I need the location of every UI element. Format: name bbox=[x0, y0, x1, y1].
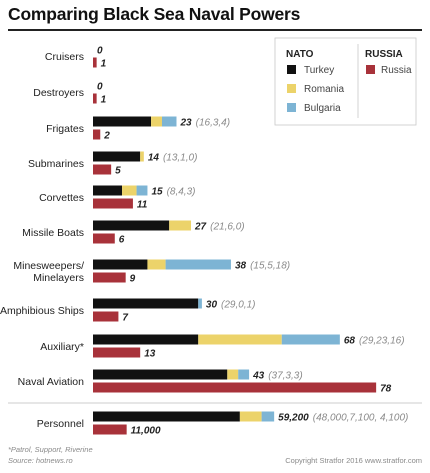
russia-value-label-missile-boats: 6 bbox=[119, 235, 125, 246]
legend-swatch-russia bbox=[366, 65, 375, 74]
nato-breakdown-label-auxiliary: (29,23,16) bbox=[359, 336, 405, 347]
bar-turkey-submarines bbox=[93, 151, 141, 162]
category-label-corvettes: Corvettes bbox=[39, 192, 84, 204]
bar-romania-missile-boats bbox=[169, 220, 192, 231]
bar-romania-frigates bbox=[151, 116, 162, 127]
russia-value-label-frigates: 2 bbox=[103, 131, 110, 142]
bar-bulgaria-corvettes bbox=[136, 185, 148, 196]
bar-russia-naval-aviation bbox=[93, 382, 377, 393]
nato-total-label-amphibious-ships: 30 (29,0,1) bbox=[206, 300, 256, 311]
bar-turkey-naval-aviation bbox=[93, 369, 228, 380]
legend-label-romania: Romania bbox=[304, 84, 344, 95]
bar-romania-personnel bbox=[239, 411, 262, 422]
nato-total-label-naval-aviation: 43 (37,3,3) bbox=[252, 371, 303, 382]
nato-breakdown-label-naval-aviation: (37,3,3) bbox=[268, 371, 302, 382]
russia-value-label-minesweepers-minelayers: 9 bbox=[130, 274, 136, 285]
bar-russia-corvettes bbox=[93, 198, 133, 209]
russia-value-label-personnel: 11,000 bbox=[131, 426, 161, 437]
category-label-destroyers: Destroyers bbox=[33, 87, 84, 99]
russia-value-label-corvettes: 11 bbox=[137, 200, 148, 211]
chart-title: Comparing Black Sea Naval Powers bbox=[8, 4, 301, 24]
bar-russia-amphibious-ships bbox=[93, 311, 119, 322]
russia-value-label-destroyers: 1 bbox=[101, 95, 107, 106]
nato-breakdown-label-frigates: (16,3,4) bbox=[196, 118, 230, 129]
title-rule bbox=[8, 29, 422, 31]
bar-russia-minesweepers-minelayers bbox=[93, 272, 126, 283]
bar-bulgaria-amphibious-ships bbox=[198, 298, 202, 309]
bar-russia-destroyers bbox=[93, 93, 97, 104]
legend-swatch-bulgaria bbox=[287, 103, 296, 112]
category-label-submarines: Submarines bbox=[28, 158, 84, 170]
nato-breakdown-label-missile-boats: (21,6,0) bbox=[210, 222, 244, 233]
bar-romania-minesweepers-minelayers bbox=[147, 259, 166, 270]
legend-box bbox=[274, 37, 417, 126]
bar-romania-corvettes bbox=[122, 185, 137, 196]
bar-bulgaria-personnel bbox=[261, 411, 275, 422]
bar-turkey-corvettes bbox=[93, 185, 123, 196]
bar-russia-frigates bbox=[93, 129, 101, 140]
category-label-missile-boats: Missile Boats bbox=[22, 227, 84, 239]
bar-romania-submarines bbox=[140, 151, 144, 162]
legend-label-russia: Russia bbox=[381, 65, 412, 76]
footnote: *Patrol, Support, Riverine bbox=[8, 445, 93, 454]
nato-breakdown-label-personnel: (48,000,7,100, 4,100) bbox=[313, 413, 409, 424]
bar-bulgaria-minesweepers-minelayers bbox=[165, 259, 231, 270]
bar-bulgaria-naval-aviation bbox=[238, 369, 250, 380]
bar-turkey-frigates bbox=[93, 116, 152, 127]
copyright-note: Copyright Stratfor 2016 www.stratfor.com bbox=[285, 456, 422, 465]
bar-russia-missile-boats bbox=[93, 233, 115, 244]
nato-total-label-cruisers: 0 bbox=[97, 46, 103, 57]
bar-turkey-amphibious-ships bbox=[93, 298, 199, 309]
nato-breakdown-label-minesweepers-minelayers: (15,5,18) bbox=[250, 261, 290, 272]
legend-swatch-turkey bbox=[287, 65, 296, 74]
category-label-auxiliary: Auxiliary* bbox=[40, 341, 84, 353]
russia-value-label-naval-aviation: 78 bbox=[380, 384, 392, 395]
bar-bulgaria-frigates bbox=[161, 116, 177, 127]
category-label-naval-aviation: Naval Aviation bbox=[18, 376, 85, 388]
bar-russia-cruisers bbox=[93, 57, 97, 68]
nato-breakdown-label-amphibious-ships: (29,0,1) bbox=[221, 300, 255, 311]
legend-swatch-romania bbox=[287, 84, 296, 93]
nato-breakdown-label-submarines: (13,1,0) bbox=[163, 153, 197, 164]
nato-total-label-corvettes: 15 (8,4,3) bbox=[151, 187, 195, 198]
category-label-minesweepers-minelayers: Minesweepers/Minelayers bbox=[13, 260, 84, 284]
legend-label-turkey: Turkey bbox=[304, 65, 334, 76]
category-label-frigates: Frigates bbox=[46, 123, 84, 135]
nato-total-label-destroyers: 0 bbox=[97, 82, 103, 93]
bar-bulgaria-auxiliary bbox=[281, 334, 340, 345]
nato-total-label-auxiliary: 68 (29,23,16) bbox=[344, 336, 405, 347]
russia-value-label-amphibious-ships: 7 bbox=[122, 313, 128, 324]
bar-romania-naval-aviation bbox=[227, 369, 239, 380]
nato-breakdown-label-corvettes: (8,4,3) bbox=[167, 187, 196, 198]
source-note: Source: hotnews.ro bbox=[8, 456, 73, 465]
legend-nato-heading: NATO bbox=[286, 49, 314, 60]
category-label-amphibious-ships: Amphibious Ships bbox=[0, 305, 84, 317]
bar-russia-personnel bbox=[93, 424, 127, 435]
bar-turkey-personnel bbox=[93, 411, 240, 422]
bar-romania-auxiliary bbox=[198, 334, 282, 345]
russia-value-label-cruisers: 1 bbox=[101, 59, 107, 70]
russia-value-label-auxiliary: 13 bbox=[144, 349, 156, 360]
bar-turkey-missile-boats bbox=[93, 220, 170, 231]
legend: NATO RUSSIA Turkey Romania Bulgaria Russ… bbox=[274, 37, 417, 126]
nato-total-label-frigates: 23 (16,3,4) bbox=[179, 118, 230, 129]
bar-russia-auxiliary bbox=[93, 347, 141, 358]
legend-label-bulgaria: Bulgaria bbox=[304, 103, 341, 114]
russia-value-label-submarines: 5 bbox=[115, 166, 121, 177]
bar-russia-submarines bbox=[93, 164, 112, 175]
nato-total-label-minesweepers-minelayers: 38 (15,5,18) bbox=[235, 261, 290, 272]
bar-turkey-auxiliary bbox=[93, 334, 199, 345]
legend-russia-heading: RUSSIA bbox=[365, 49, 403, 60]
category-label-cruisers: Cruisers bbox=[45, 51, 84, 63]
nato-total-label-submarines: 14 (13,1,0) bbox=[148, 153, 198, 164]
nato-total-label-missile-boats: 27 (21,6,0) bbox=[194, 222, 245, 233]
category-label-personnel: Personnel bbox=[37, 418, 84, 430]
bar-turkey-minesweepers-minelayers bbox=[93, 259, 148, 270]
nato-total-label-personnel: 59,200 (48,000,7,100, 4,100) bbox=[278, 413, 408, 424]
